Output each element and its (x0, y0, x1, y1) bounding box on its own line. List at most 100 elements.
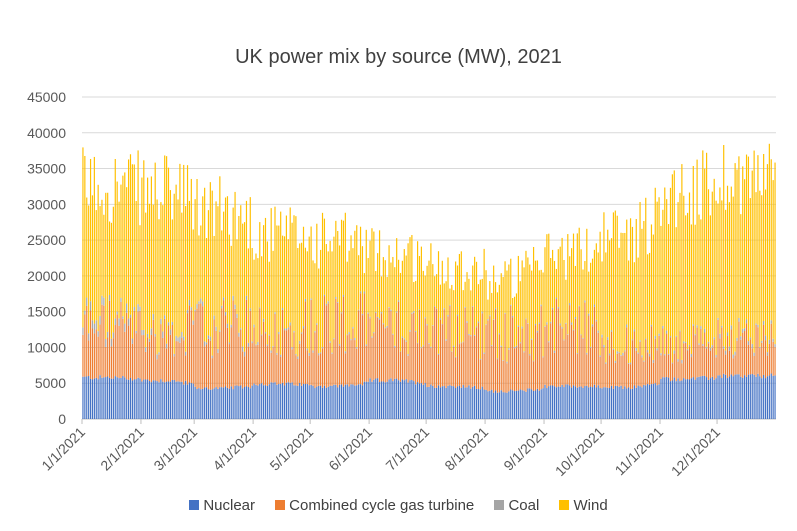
bar-nuclear (344, 384, 346, 419)
bar-wind (124, 172, 126, 324)
bar-nuclear (472, 386, 474, 419)
bar-wind (386, 276, 388, 326)
bar-nuclear (306, 383, 308, 419)
bar-nuclear (481, 386, 483, 419)
bar-coal (91, 320, 94, 329)
bar-coal (624, 350, 626, 352)
bar-wind (696, 159, 698, 326)
bar-ccgt (527, 323, 529, 389)
bar-ccgt (650, 326, 653, 385)
bar-coal (230, 324, 232, 328)
bar-coal (101, 295, 103, 305)
bar-wind (546, 234, 548, 323)
bar-ccgt (635, 350, 637, 388)
bar-ccgt (700, 328, 702, 377)
bar-wind (527, 257, 529, 324)
bar-coal (437, 353, 440, 355)
bar-nuclear (766, 376, 769, 419)
bar-wind (215, 201, 217, 327)
bar-nuclear (396, 378, 398, 419)
bar-coal (753, 352, 755, 356)
bar-ccgt (753, 356, 755, 375)
bar-wind (704, 168, 706, 329)
bar-coal (129, 314, 132, 318)
x-tick-label: 9/1/2021 (500, 424, 550, 474)
bar-coal (373, 332, 375, 334)
bar-wind (272, 250, 274, 347)
bar-wind (137, 150, 139, 305)
bar-coal (223, 297, 225, 301)
bar-coal (316, 323, 318, 325)
bar-nuclear (194, 386, 196, 419)
bar-nuclear (287, 382, 289, 419)
bar-wind (289, 207, 291, 323)
bar-nuclear (335, 384, 337, 419)
bar-nuclear (658, 384, 660, 419)
bar-wind (122, 175, 124, 317)
bar-nuclear (669, 381, 672, 419)
bar-ccgt (289, 325, 291, 383)
bar-coal (726, 332, 729, 337)
bar-nuclear (156, 381, 158, 419)
bar-nuclear (97, 379, 99, 419)
bar-ccgt (342, 296, 345, 387)
bar-coal (553, 350, 556, 353)
bar-wind (409, 237, 411, 331)
bar-wind (257, 258, 259, 342)
bar-coal (706, 346, 708, 349)
bar-wind (464, 281, 466, 307)
bar-ccgt (91, 328, 94, 380)
bar-coal (264, 332, 267, 334)
bar-coal (582, 337, 584, 339)
bar-coal (145, 347, 147, 352)
bar-nuclear (470, 388, 472, 419)
bar-nuclear (635, 387, 637, 419)
bar-wind (103, 214, 105, 298)
bar-wind (487, 299, 489, 320)
bar-coal (439, 318, 441, 320)
bar-coal (217, 348, 219, 353)
bar-nuclear (179, 381, 181, 419)
bar-wind (91, 195, 94, 321)
bar-wind (645, 197, 647, 339)
bar-ccgt (139, 310, 141, 379)
bar-ccgt (768, 343, 770, 376)
bar-wind (230, 245, 232, 325)
bar-ccgt (603, 347, 605, 388)
bar-coal (97, 331, 99, 337)
bar-wind (339, 245, 341, 345)
bar-nuclear (584, 386, 586, 419)
bar-coal (82, 327, 84, 335)
bar-wind (394, 267, 396, 346)
bar-coal (413, 311, 415, 313)
bar-nuclear (660, 378, 662, 419)
bar-nuclear (204, 387, 206, 419)
bar-coal (329, 341, 331, 343)
bar-wind (475, 261, 478, 327)
bar-nuclear (648, 384, 651, 419)
bar-wind (219, 176, 221, 331)
bar-ccgt (302, 328, 305, 384)
bar-coal (508, 348, 510, 350)
bar-ccgt (512, 317, 514, 391)
bar-wind (742, 166, 744, 329)
bar-ccgt (441, 324, 443, 387)
bar-nuclear (314, 388, 316, 419)
bar-wind (553, 260, 556, 351)
bar-ccgt (335, 298, 337, 385)
bar-wind (744, 179, 746, 329)
bar-coal (531, 338, 533, 340)
bar-wind (768, 143, 770, 340)
bar-coal (544, 326, 546, 327)
bar-ccgt (171, 325, 173, 381)
bar-wind (451, 284, 453, 352)
bar-ccgt (496, 359, 499, 393)
bar-wind (474, 256, 476, 336)
bar-nuclear (591, 387, 594, 419)
bar-coal (751, 343, 753, 349)
bar-wind (470, 290, 472, 336)
bar-ccgt (515, 347, 518, 391)
bar-wind (243, 222, 246, 352)
bar-coal (685, 342, 687, 343)
